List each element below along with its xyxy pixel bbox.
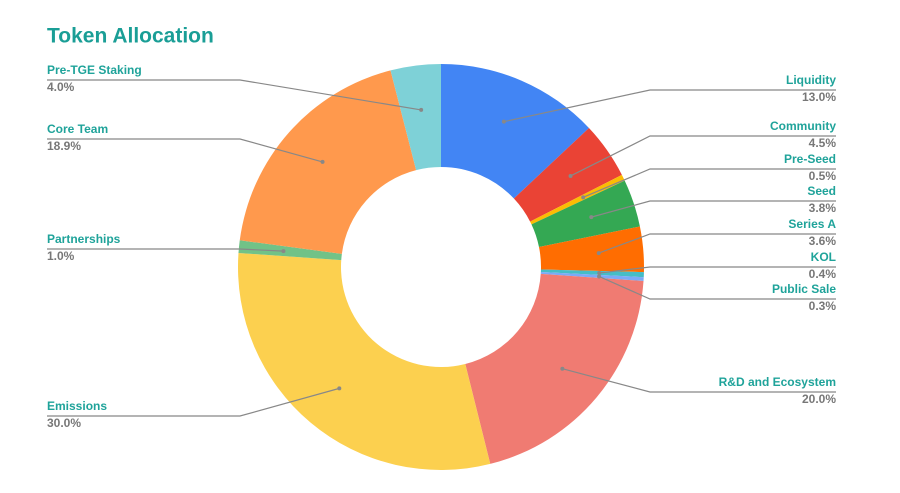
slice-label: Public Sale (772, 282, 836, 296)
leader-line (503, 89, 836, 123)
slice (513, 128, 622, 222)
slice-value: 4.0% (47, 80, 75, 94)
leader-dot (597, 270, 602, 275)
slice (540, 269, 644, 278)
slice-value: 1.0% (47, 249, 75, 263)
slice-value: 0.5% (809, 169, 837, 183)
slice-label: Seed (807, 184, 836, 198)
leader-dot (501, 119, 506, 124)
leader-line (599, 266, 836, 274)
leader-line (598, 233, 836, 254)
slice (238, 240, 342, 261)
slice (538, 226, 644, 273)
leader-line (47, 138, 323, 163)
slice (465, 273, 644, 464)
leader-dot (419, 107, 424, 112)
slice (531, 180, 640, 248)
slice (239, 70, 417, 254)
leader-dot (560, 366, 565, 371)
leader-dot (589, 215, 594, 220)
leader-line (47, 79, 422, 111)
slice-label: KOL (811, 250, 836, 264)
slice-label: R&D and Ecosystem (719, 375, 836, 389)
slice-value: 3.6% (809, 234, 837, 248)
slice-label: Core Team (47, 122, 108, 136)
leader-line (47, 248, 284, 252)
slice-value: 3.8% (809, 201, 837, 215)
leader-dot (281, 249, 286, 254)
slice-value: 20.0% (802, 392, 836, 406)
leader-dot (568, 173, 573, 178)
leader-dot (337, 386, 342, 391)
slice (540, 272, 644, 282)
slice-value: 18.9% (47, 139, 81, 153)
slice (390, 64, 441, 171)
slice-label: Pre-TGE Staking (47, 63, 142, 77)
slice-label: Series A (788, 217, 836, 231)
leader-line (591, 200, 836, 218)
slice-value: 0.3% (809, 299, 837, 313)
leader-line (47, 387, 340, 417)
chart-title: Token Allocation (47, 25, 214, 48)
leader-dot (596, 251, 601, 256)
leader-line (598, 275, 836, 300)
leader-dot (597, 274, 602, 279)
leader-dot (320, 159, 325, 164)
slice-value: 0.4% (809, 267, 837, 281)
slice-label: Partnerships (47, 232, 121, 246)
leader-dot (581, 195, 586, 200)
slice (530, 174, 625, 225)
slice (238, 252, 491, 470)
slice-value: 13.0% (802, 90, 836, 104)
slice-label: Community (770, 119, 836, 133)
slice-label: Pre-Seed (784, 152, 836, 166)
slice-value: 30.0% (47, 416, 81, 430)
leader-line (562, 368, 836, 393)
leader-line (582, 168, 836, 198)
leader-line (570, 135, 836, 177)
slice-label: Liquidity (786, 73, 836, 87)
slice (441, 64, 589, 199)
slice-label: Emissions (47, 399, 107, 413)
slice-value: 4.5% (809, 136, 837, 150)
